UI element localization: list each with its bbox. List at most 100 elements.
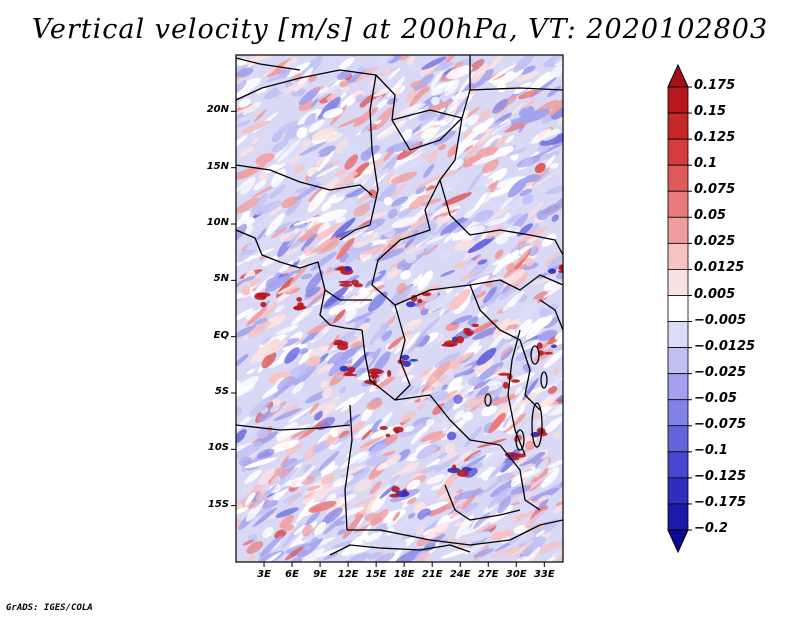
border-line — [391, 117, 463, 151]
field-streak — [276, 145, 304, 165]
field-streak — [255, 153, 275, 165]
field-streak — [353, 203, 371, 217]
colorbar-swatch — [667, 164, 689, 192]
field-streak — [310, 251, 338, 271]
field-streak — [236, 106, 251, 121]
colorbar-label: 0.175 — [694, 78, 736, 93]
field-streak — [342, 467, 370, 488]
border-line — [236, 55, 471, 121]
lat-label: 10N — [206, 217, 229, 228]
field-streak — [322, 388, 333, 399]
field-streak — [244, 484, 264, 497]
field-streak — [272, 130, 283, 143]
field-streak — [474, 359, 494, 375]
convective-cell — [337, 343, 349, 351]
field-streak — [284, 424, 311, 433]
field-streak — [444, 443, 455, 454]
field-streak — [288, 406, 313, 423]
field-streak — [341, 225, 369, 241]
field-streak — [275, 325, 299, 335]
field-streak — [279, 514, 295, 529]
field-streak — [256, 86, 268, 94]
colorbar-label: 0.005 — [694, 286, 736, 302]
colorbar-bottom-arrow — [667, 529, 689, 554]
colorbar-swatch — [667, 269, 689, 296]
lat-label: 5N — [213, 273, 229, 285]
field-streak — [301, 332, 316, 345]
field-streak — [473, 548, 495, 558]
field-streak — [283, 493, 303, 503]
field-streak — [520, 65, 536, 75]
border-line — [329, 544, 471, 556]
field-streak — [372, 337, 384, 349]
field-streak — [274, 467, 299, 490]
field-streak — [248, 394, 275, 418]
field-streak — [400, 410, 416, 423]
field-streak — [433, 61, 454, 72]
field-streak — [293, 216, 320, 226]
field-streak — [245, 492, 256, 506]
field-streak — [293, 525, 305, 536]
field-streak — [308, 345, 329, 357]
field-streak — [290, 307, 314, 325]
convective-cell — [293, 305, 304, 311]
field-streak — [524, 97, 537, 109]
field-streak — [270, 475, 281, 487]
field-streak — [366, 168, 390, 186]
field-streak — [548, 94, 563, 117]
field-streak — [387, 68, 401, 80]
field-streak — [479, 479, 502, 497]
field-streak — [496, 472, 514, 483]
field-streak — [321, 473, 336, 485]
field-streak — [407, 497, 417, 505]
field-streak — [318, 450, 340, 472]
field-streak — [328, 355, 349, 377]
field-streak — [507, 147, 527, 157]
lon-label: 33E — [533, 569, 555, 580]
field-streak — [270, 403, 281, 413]
field-streak — [420, 430, 444, 442]
field-streak — [451, 90, 473, 100]
field-streak — [475, 466, 496, 478]
colorbar-label: 0.0125 — [694, 260, 745, 276]
field-streak — [253, 109, 267, 122]
field-streak — [236, 429, 247, 444]
field-streak — [519, 298, 538, 323]
convective-cell — [451, 464, 457, 471]
field-streak — [328, 326, 351, 337]
field-streak — [306, 163, 334, 184]
field-streak — [355, 94, 364, 103]
field-streak — [336, 237, 355, 260]
field-streak — [375, 404, 389, 422]
field-streak — [312, 293, 333, 307]
field-streak — [535, 540, 563, 554]
field-streak — [283, 458, 305, 470]
field-streak — [330, 217, 356, 240]
field-streak — [275, 291, 286, 304]
field-streak — [340, 451, 366, 469]
field-streak — [344, 465, 366, 476]
field-streak — [518, 108, 551, 124]
field-streak — [236, 507, 249, 514]
field-streak — [546, 55, 563, 67]
field-streak — [405, 332, 428, 356]
convective-cell — [548, 268, 557, 275]
field-streak — [420, 127, 435, 139]
field-streak — [543, 280, 558, 291]
field-streak — [442, 192, 472, 206]
field-streak — [496, 354, 524, 364]
field-streak — [496, 176, 528, 189]
colorbar-label: −0.1 — [694, 442, 728, 458]
field-streak — [329, 428, 339, 438]
field-streak — [236, 119, 251, 128]
field-streak — [286, 230, 302, 248]
field-streak — [454, 365, 473, 374]
field-streak — [369, 387, 386, 399]
field-streak — [553, 151, 563, 177]
field-streak — [382, 451, 396, 457]
field-streak — [517, 456, 528, 466]
field-streak — [506, 213, 523, 224]
field-streak — [382, 546, 404, 562]
field-streak — [401, 385, 415, 397]
field-streak — [485, 218, 507, 226]
